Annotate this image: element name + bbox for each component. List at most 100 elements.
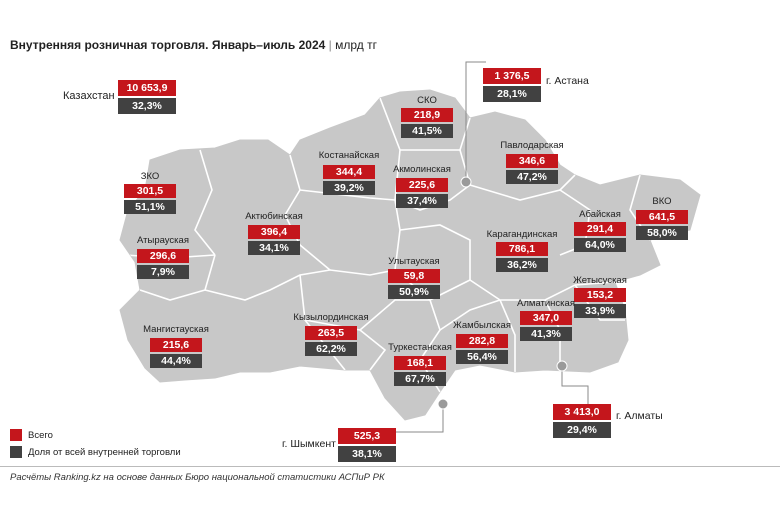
legend-label-share: Доля от всей внутренней торговли xyxy=(28,446,181,458)
region-value-mangystau: 215,6 44,4% xyxy=(150,338,202,368)
region-total-kostanay: 344,4 xyxy=(323,165,375,179)
city-value-shymkent: 525,3 38,1% xyxy=(338,428,396,462)
region-value-zhambyl: 282,8 56,4% xyxy=(456,334,508,364)
city-total-shymkent: 525,3 xyxy=(338,428,396,444)
region-total-pavlodar: 346,6 xyxy=(506,154,558,168)
region-label-turkestan: Туркестанская xyxy=(388,342,452,353)
title-main: Внутренняя розничная торговля. Январь–ию… xyxy=(10,38,326,52)
astana-leader xyxy=(465,61,486,182)
region-total-ulytau: 59,8 xyxy=(388,269,440,283)
region-total-zko: 301,5 xyxy=(124,184,176,198)
region-total-mangystau: 215,6 xyxy=(150,338,202,352)
region-share-ulytau: 50,9% xyxy=(388,285,440,299)
region-value-almaty-region: 347,0 41,3% xyxy=(520,311,572,341)
region-value-karaganda: 786,1 36,2% xyxy=(496,242,548,272)
region-total-aktobe: 396,4 xyxy=(248,225,300,239)
legend-swatch-total xyxy=(10,429,22,441)
city-share-astana: 28,1% xyxy=(483,86,541,102)
region-total-atyrau: 296,6 xyxy=(137,249,189,263)
region-total-zhambyl: 282,8 xyxy=(456,334,508,348)
region-total-kyzylorda: 263,5 xyxy=(305,326,357,340)
region-label-ulytau: Улытауская xyxy=(388,256,440,267)
region-value-zko: 301,5 51,1% xyxy=(124,184,176,214)
legend-swatch-share xyxy=(10,446,22,458)
country-share: 32,3% xyxy=(118,98,176,114)
region-share-zko: 51,1% xyxy=(124,200,176,214)
page-title: Внутренняя розничная торговля. Январь–ию… xyxy=(10,38,377,52)
region-share-sko: 41,5% xyxy=(401,124,453,138)
region-value-abay: 291,4 64,0% xyxy=(574,222,626,252)
title-unit: млрд тг xyxy=(335,38,377,52)
country-total: 10 653,9 xyxy=(118,80,176,96)
region-label-atyrau: Атырауская xyxy=(137,235,189,246)
legend-item-share: Доля от всей внутренней торговли xyxy=(10,446,181,458)
city-label-shymkent: г. Шымкент xyxy=(282,438,336,450)
region-share-karaganda: 36,2% xyxy=(496,258,548,272)
almaty-marker xyxy=(556,360,568,372)
source-note: Расчёты Ranking.kz на основе данных Бюро… xyxy=(10,472,385,483)
region-label-kyzylorda: Кызылординская xyxy=(293,312,369,323)
region-share-pavlodar: 47,2% xyxy=(506,170,558,184)
city-share-almaty: 29,4% xyxy=(553,422,611,438)
region-total-sko: 218,9 xyxy=(401,108,453,122)
country-label: Казахстан xyxy=(63,90,115,102)
region-value-kostanay: 344,4 39,2% xyxy=(323,165,375,195)
city-markers xyxy=(437,176,568,410)
region-value-zhetysu: 153,2 33,9% xyxy=(574,288,626,318)
footer-divider xyxy=(0,466,780,467)
region-share-zhetysu: 33,9% xyxy=(574,304,626,318)
region-label-almaty-region: Алматинская xyxy=(517,298,575,309)
region-value-akmola: 225,6 37,4% xyxy=(396,178,448,208)
region-total-akmola: 225,6 xyxy=(396,178,448,192)
city-share-shymkent: 38,1% xyxy=(338,446,396,462)
region-label-abay: Абайская xyxy=(579,209,621,220)
city-total-almaty: 3 413,0 xyxy=(553,404,611,420)
region-share-kostanay: 39,2% xyxy=(323,181,375,195)
region-label-pavlodar: Павлодарская xyxy=(500,140,564,151)
leader-lines xyxy=(395,61,589,433)
region-value-sko: 218,9 41,5% xyxy=(401,108,453,138)
region-label-zko: ЗКО xyxy=(140,171,160,182)
region-share-abay: 64,0% xyxy=(574,238,626,252)
city-label-almaty: г. Алматы xyxy=(616,410,663,422)
shymkent-marker xyxy=(437,398,449,410)
region-share-mangystau: 44,4% xyxy=(150,354,202,368)
region-share-kyzylorda: 62,2% xyxy=(305,342,357,356)
region-total-almaty-region: 347,0 xyxy=(520,311,572,325)
region-value-ulytau: 59,8 50,9% xyxy=(388,269,440,299)
region-label-aktobe: Актюбинская xyxy=(245,211,303,222)
region-label-zhetysu: Жетысуская xyxy=(573,275,627,286)
region-share-almaty-region: 41,3% xyxy=(520,327,572,341)
region-label-karaganda: Карагандинская xyxy=(486,229,558,240)
region-value-atyrau: 296,6 7,9% xyxy=(137,249,189,279)
country-value-box: 10 653,9 32,3% xyxy=(118,80,176,114)
region-label-vko: ВКО xyxy=(652,196,672,207)
region-total-zhetysu: 153,2 xyxy=(574,288,626,302)
region-share-akmola: 37,4% xyxy=(396,194,448,208)
region-share-turkestan: 67,7% xyxy=(394,372,446,386)
astana-marker xyxy=(460,176,472,188)
city-label-astana: г. Астана xyxy=(546,75,589,87)
region-value-turkestan: 168,1 67,7% xyxy=(394,356,446,386)
region-total-vko: 641,5 xyxy=(636,210,688,224)
region-share-atyrau: 7,9% xyxy=(137,265,189,279)
region-value-vko: 641,5 58,0% xyxy=(636,210,688,240)
region-share-vko: 58,0% xyxy=(636,226,688,240)
region-total-karaganda: 786,1 xyxy=(496,242,548,256)
region-total-turkestan: 168,1 xyxy=(394,356,446,370)
region-label-kostanay: Костанайская xyxy=(318,150,380,161)
region-value-pavlodar: 346,6 47,2% xyxy=(506,154,558,184)
shymkent-leader xyxy=(395,404,444,433)
region-total-abay: 291,4 xyxy=(574,222,626,236)
legend-item-total: Всего xyxy=(10,429,53,441)
region-share-aktobe: 34,1% xyxy=(248,241,300,255)
region-value-kyzylorda: 263,5 62,2% xyxy=(305,326,357,356)
region-value-aktobe: 396,4 34,1% xyxy=(248,225,300,255)
legend-label-total: Всего xyxy=(28,429,53,441)
city-value-almaty: 3 413,0 29,4% xyxy=(553,404,611,438)
region-label-sko: СКО xyxy=(417,95,437,106)
region-label-akmola: Акмолинская xyxy=(393,164,451,175)
region-share-zhambyl: 56,4% xyxy=(456,350,508,364)
region-label-zhambyl: Жамбылская xyxy=(453,320,511,331)
